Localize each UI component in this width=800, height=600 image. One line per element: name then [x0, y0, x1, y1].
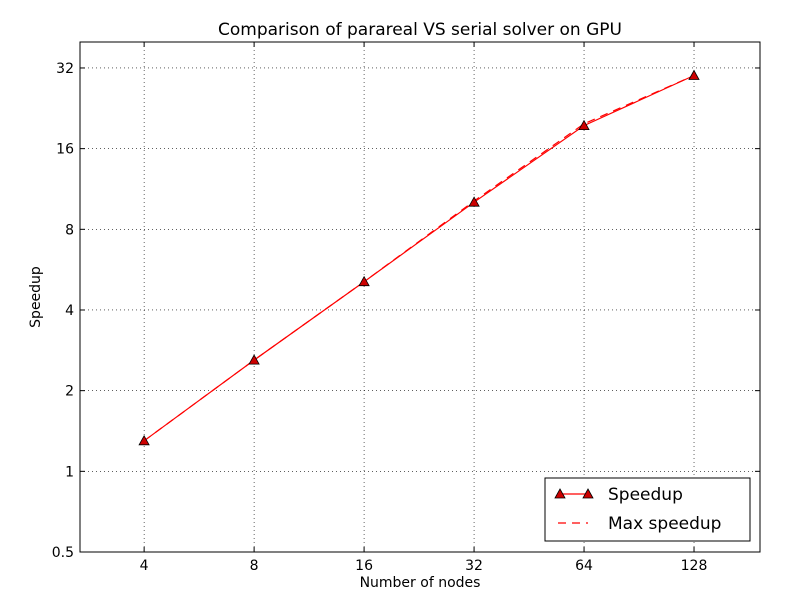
legend-box — [544, 477, 751, 542]
y-tick-label: 32 — [56, 61, 74, 77]
plot-area — [80, 42, 760, 552]
legend-label-speedup: Speedup — [608, 485, 683, 505]
data-point-speedup — [248, 354, 260, 365]
legend: Speedup Max speedup — [544, 477, 751, 542]
x-axis-label: Number of nodes — [360, 575, 481, 591]
plot-frame — [79, 41, 761, 553]
x-tick-label: 16 — [355, 558, 373, 574]
data-point-speedup — [578, 119, 590, 130]
x-tick-label: 128 — [681, 558, 708, 574]
y-tick-label: 4 — [65, 303, 74, 319]
legend-item-max-speedup: Max speedup — [558, 514, 721, 534]
data-point-speedup — [138, 434, 150, 446]
x-tick-label: 4 — [140, 558, 149, 574]
chart-title: Comparison of parareal VS serial solver … — [218, 20, 622, 40]
x-tick-label: 8 — [250, 558, 259, 574]
legend-marker-speedup-right — [582, 488, 594, 499]
series-layer — [138, 69, 700, 446]
grid — [80, 42, 760, 553]
y-tick-label: 1 — [65, 464, 74, 480]
x-tick-label: 32 — [465, 558, 483, 574]
legend-label-max-speedup: Max speedup — [608, 514, 721, 534]
data-point-speedup — [468, 196, 480, 207]
data-point-speedup — [688, 69, 700, 80]
series-line-max-speedup — [143, 74, 695, 442]
ticks: 4 8 16 32 64 128 0.5 1 2 4 8 16 32 — [52, 42, 760, 574]
data-point-speedup — [358, 275, 370, 287]
y-tick-label: 8 — [65, 222, 74, 238]
y-tick-label: 2 — [65, 384, 74, 400]
legend-item-speedup: Speedup — [554, 485, 683, 505]
y-tick-label: 16 — [56, 142, 74, 158]
x-tick-label: 64 — [575, 558, 593, 574]
y-axis-label: Speedup — [28, 266, 44, 328]
legend-marker-speedup-left — [554, 488, 566, 499]
y-tick-label: 0.5 — [52, 545, 74, 561]
